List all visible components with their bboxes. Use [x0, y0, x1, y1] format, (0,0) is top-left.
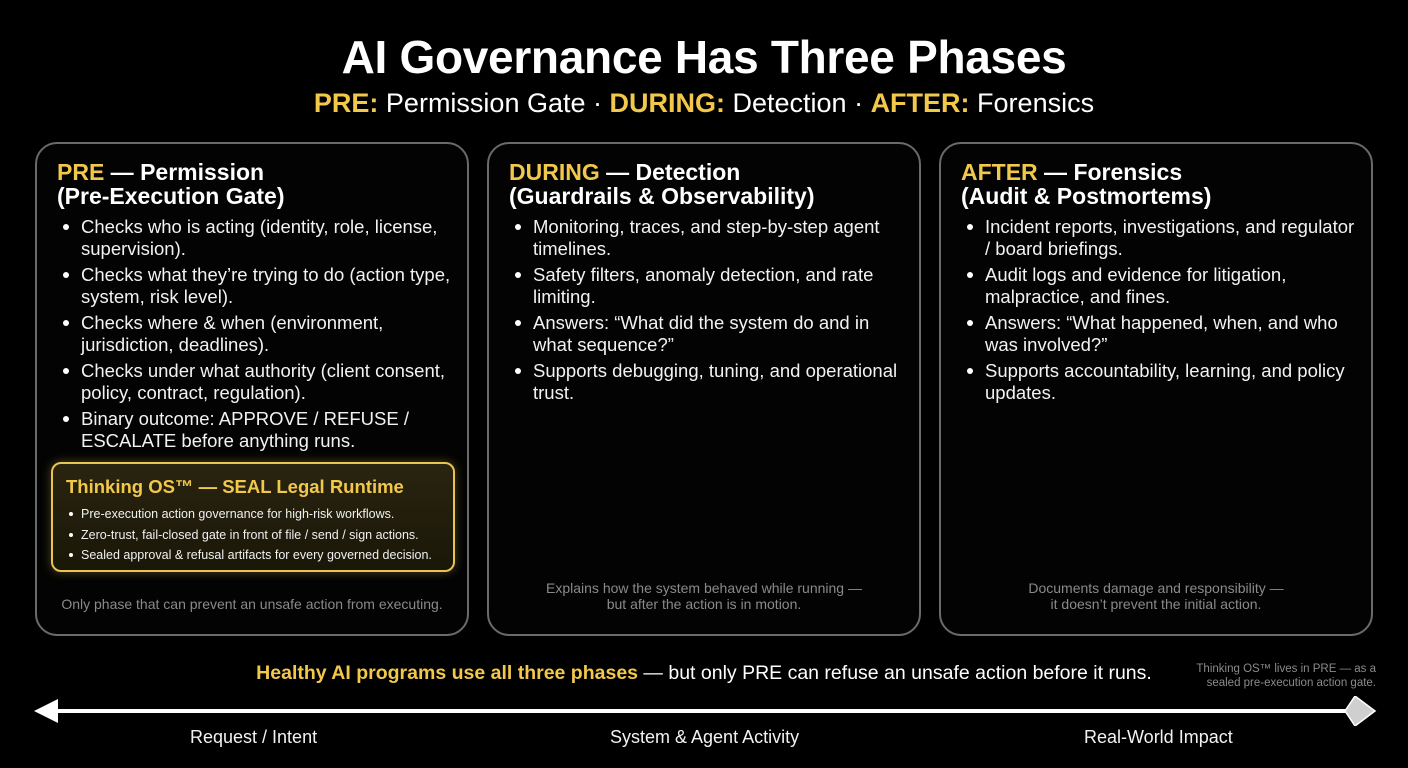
card-footnote-pre: Only phase that can prevent an unsafe ac… — [61, 596, 443, 612]
list-item: Monitoring, traces, and step-by-step age… — [511, 216, 911, 259]
bullet-list-pre: Checks who is acting (identity, role, li… — [59, 216, 459, 456]
footer-summary: Healthy AI programs use all three phases… — [0, 662, 1408, 685]
list-item: Answers: “What did the system do and in … — [511, 312, 911, 355]
list-item: Checks where & when (environment, jurisd… — [59, 312, 459, 355]
card-title-text: — Detection — [599, 159, 741, 185]
footnote-line: it doesn’t prevent the initial action. — [1050, 596, 1262, 612]
card-subtitle: (Audit & Postmortems) — [961, 183, 1212, 209]
list-item: Zero-trust, fail-closed gate in front of… — [65, 525, 432, 546]
subtitle-during-label: DURING: — [609, 88, 726, 118]
timeline-arrow — [34, 696, 1377, 726]
card-title-during: DURING — Detection (Guardrails & Observa… — [509, 160, 814, 208]
card-title-text: — Permission — [104, 159, 265, 185]
list-item: Safety filters, anomaly detection, and r… — [511, 264, 911, 307]
page-subtitle: PRE: Permission Gate · DURING: Detection… — [0, 88, 1408, 119]
card-title-text: — Forensics — [1037, 159, 1183, 185]
subtitle-after-text: Forensics — [969, 88, 1095, 118]
subtitle-during-text: Detection · — [725, 88, 871, 118]
list-item: Incident reports, investigations, and re… — [963, 216, 1363, 259]
card-footnote-after: Documents damage and responsibility — it… — [941, 580, 1371, 612]
subtitle-pre-text: Permission Gate · — [378, 88, 610, 118]
page-title: AI Governance Has Three Phases — [341, 31, 1067, 83]
card-subtitle: (Guardrails & Observability) — [509, 183, 815, 209]
card-subtitle: (Pre-Execution Gate) — [57, 183, 285, 209]
phase-card-after: AFTER — Forensics (Audit & Postmortems) … — [939, 142, 1373, 636]
side-note-line: Thinking OS™ lives in PRE — as a — [1196, 663, 1376, 675]
card-key: DURING — [509, 159, 600, 185]
card-key: PRE — [57, 159, 105, 185]
side-note-line: sealed pre-execution action gate. — [1206, 677, 1376, 689]
seal-callout-box: Thinking OS™ — SEAL Legal Runtime Pre-ex… — [51, 462, 455, 572]
phase-card-during: DURING — Detection (Guardrails & Observa… — [487, 142, 921, 636]
subtitle-pre-label: PRE: — [313, 88, 379, 118]
footnote-line: Documents damage and responsibility — — [1028, 580, 1284, 596]
list-item: Checks what they’re trying to do (action… — [59, 264, 459, 307]
subtitle-after-label: AFTER: — [870, 88, 970, 118]
footer-rest: — but only PRE can refuse an unsafe acti… — [638, 662, 1152, 684]
timeline-label-request: Request / Intent — [190, 727, 318, 747]
list-item: Checks who is acting (identity, role, li… — [59, 216, 459, 259]
side-note: Thinking OS™ lives in PRE — as a sealed … — [1196, 662, 1376, 690]
list-item: Supports accountability, learning, and p… — [963, 360, 1363, 403]
list-item: Binary outcome: APPROVE / REFUSE / ESCAL… — [59, 408, 459, 451]
arrow-right-icon — [1344, 696, 1377, 726]
list-item: Pre-execution action governance for high… — [65, 504, 432, 525]
card-key: AFTER — [961, 159, 1038, 185]
timeline-label-impact: Real-World Impact — [1084, 727, 1233, 747]
bullet-list-after: Incident reports, investigations, and re… — [963, 216, 1363, 408]
phase-card-pre: PRE — Permission (Pre-Execution Gate) Ch… — [35, 142, 469, 636]
list-item: Sealed approval & refusal artifacts for … — [65, 545, 432, 566]
list-item: Audit logs and evidence for litigation, … — [963, 264, 1363, 307]
list-item: Supports debugging, tuning, and operatio… — [511, 360, 911, 403]
footnote-line: but after the action is in motion. — [606, 596, 802, 612]
card-footnote-during: Explains how the system behaved while ru… — [489, 580, 919, 612]
list-item: Answers: “What happened, when, and who w… — [963, 312, 1363, 355]
card-title-after: AFTER — Forensics (Audit & Postmortems) — [961, 160, 1211, 208]
footnote-line: Explains how the system behaved while ru… — [546, 580, 862, 596]
seal-list: Pre-execution action governance for high… — [65, 504, 432, 566]
bullet-list-during: Monitoring, traces, and step-by-step age… — [511, 216, 911, 408]
arrow-left-icon — [34, 699, 58, 723]
timeline-label-activity: System & Agent Activity — [610, 727, 800, 747]
seal-title: Thinking OS™ — SEAL Legal Runtime — [66, 476, 404, 497]
list-item: Checks under what authority (client cons… — [59, 360, 459, 403]
footer-highlight: Healthy AI programs use all three phases — [256, 662, 639, 684]
card-title-pre: PRE — Permission (Pre-Execution Gate) — [57, 160, 285, 208]
